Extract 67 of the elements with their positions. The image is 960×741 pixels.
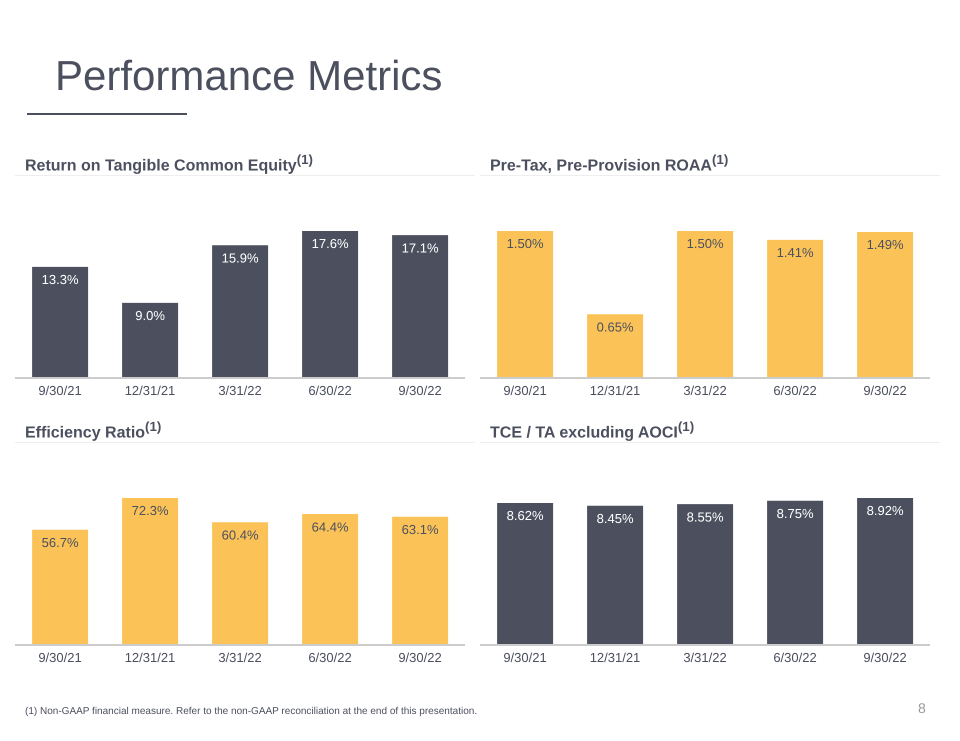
bar <box>392 235 448 378</box>
x-tick-label: 12/31/21 <box>124 383 176 398</box>
text: (1) Non-GAAP financial measure. Refer to the non-GAAP reconciliation at the end of this presentation. <box>25 706 478 717</box>
x-tick-label: 9/30/22 <box>863 383 907 398</box>
x-tick-label: 9/30/21 <box>38 383 82 398</box>
x-tick-label: 3/31/22 <box>218 650 262 666</box>
x-tick-label: 9/30/22 <box>398 650 442 666</box>
data-label: 63.1% <box>402 522 439 537</box>
bar <box>122 302 178 378</box>
chart-title: Efficiency Ratio$^{(1)}$ <box>24 418 162 442</box>
x-tick-label: 9/30/21 <box>503 383 547 398</box>
bar <box>302 514 358 645</box>
x-tick-label: 6/30/22 <box>308 383 352 398</box>
data-label: 9.0% <box>135 308 166 324</box>
bar <box>122 498 178 645</box>
x-tick-label: 9/30/22 <box>863 650 907 666</box>
bar <box>32 266 88 378</box>
data-label: 1.50% <box>506 236 544 252</box>
x-tick-label: 9/30/22 <box>398 383 442 398</box>
bar <box>857 232 914 378</box>
x-tick-label: 9/30/21 <box>503 650 547 666</box>
text: Performance Metrics <box>55 52 442 100</box>
bar <box>677 231 734 378</box>
x-tick-label: 6/30/22 <box>308 650 352 666</box>
bar <box>767 240 824 378</box>
bar <box>212 245 268 378</box>
x-tick-label: 9/30/21 <box>38 650 82 666</box>
data-label: 56.7% <box>42 534 79 550</box>
bar <box>497 502 554 645</box>
bar <box>767 500 824 645</box>
x-tick-label: 6/30/22 <box>773 383 817 398</box>
bar <box>677 504 734 645</box>
x-tick-label: 3/31/22 <box>218 383 262 398</box>
bar <box>587 506 644 645</box>
bar <box>392 516 448 645</box>
data-label: 15.9% <box>222 250 259 266</box>
x-tick-label: 12/31/21 <box>590 383 640 398</box>
data-label: 0.65% <box>596 320 634 335</box>
bar <box>32 530 88 645</box>
data-label: 72.3% <box>132 503 169 518</box>
x-tick-label: 3/31/22 <box>683 650 727 666</box>
data-label: 8.75% <box>776 506 814 522</box>
bar <box>497 231 554 378</box>
data-label: 8.45% <box>596 510 634 526</box>
bar <box>857 498 914 645</box>
text: 8 <box>918 700 926 716</box>
data-label: 64.4% <box>312 519 349 534</box>
data-label: 8.55% <box>686 509 724 524</box>
chart-title: TCE / TA excluding AOCI$^{(1)}$ <box>489 418 696 442</box>
data-label: 13.3% <box>42 272 79 288</box>
chart-title: Pre-Tax, Pre-Provision ROAA$^{(1)}$ <box>489 151 730 175</box>
data-label: 8.92% <box>866 503 904 518</box>
data-label: 17.6% <box>312 236 349 252</box>
data-label: 1.50% <box>686 236 724 252</box>
x-tick-label: 6/30/22 <box>773 650 817 666</box>
x-tick-label: 12/31/21 <box>590 650 640 666</box>
bar <box>302 231 358 378</box>
data-label: 8.62% <box>506 508 544 524</box>
x-tick-label: 3/31/22 <box>683 383 727 398</box>
x-tick-label: 12/31/21 <box>124 650 176 666</box>
data-label: 1.41% <box>776 245 814 260</box>
chart-title: Return on Tangible Common Equity$^{(1)}$ <box>24 151 314 175</box>
data-label: 17.1% <box>402 240 439 256</box>
bar <box>587 314 644 378</box>
data-label: 60.4% <box>222 527 259 542</box>
bar <box>212 522 268 645</box>
data-label: 1.49% <box>866 237 904 252</box>
